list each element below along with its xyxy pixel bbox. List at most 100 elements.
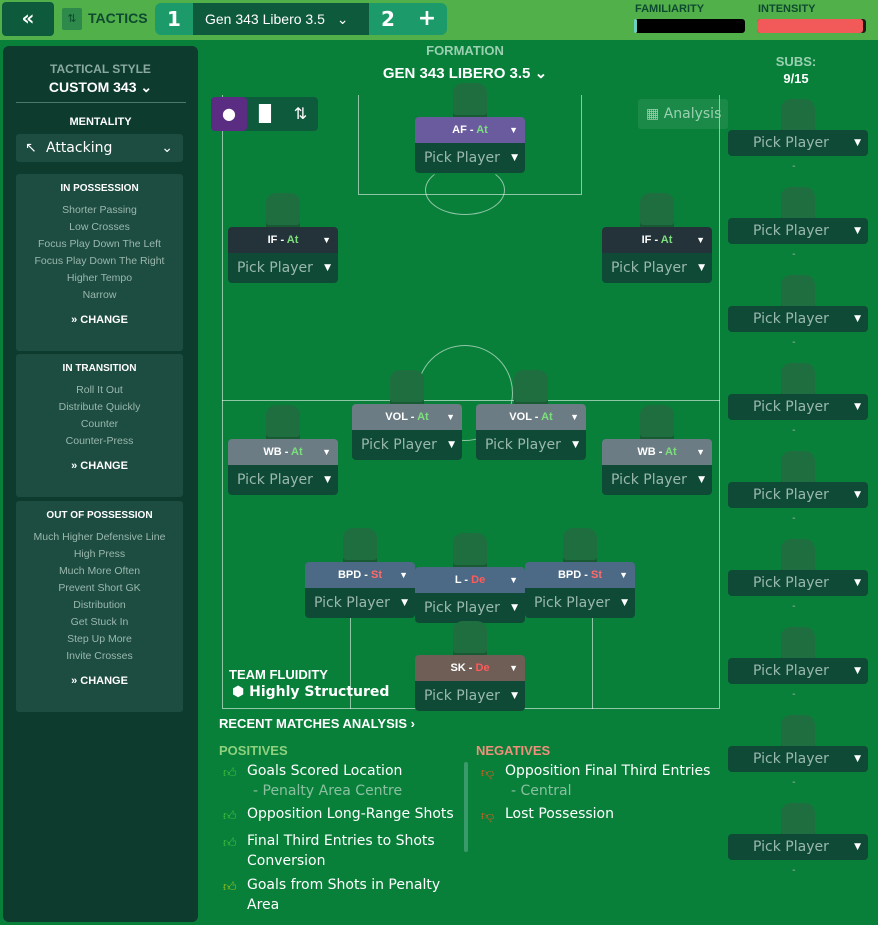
divider — [16, 102, 186, 103]
mentality-label: MENTALITY — [69, 116, 132, 128]
pick-player-select[interactable]: Pick Player ▼ — [415, 681, 525, 711]
tab-tactic-2[interactable]: 2 — [381, 7, 395, 31]
tactical-style-select[interactable]: CUSTOM 343 ⌄ — [48, 79, 153, 95]
sub-pick-player-select[interactable]: Pick Player ▼ — [728, 834, 868, 860]
thumbs-up-icon: 👍︎ — [223, 809, 237, 824]
separator: - — [655, 446, 666, 458]
role-select[interactable]: AF - At ▼ — [415, 117, 525, 143]
separator: - — [461, 574, 472, 586]
player-view-button[interactable]: ● — [211, 97, 247, 131]
instruction-item: Invite Crosses — [66, 650, 133, 662]
pick-player-select[interactable]: Pick Player ▼ — [305, 588, 415, 618]
pick-player-label: Pick Player — [753, 839, 829, 855]
caret-down-icon: ▼ — [511, 691, 518, 701]
instruction-item: High Press — [73, 548, 126, 560]
instruction-item: Higher Tempo — [66, 272, 133, 284]
role-name: BPD — [337, 569, 362, 581]
sub-empty-dash: - — [792, 601, 796, 612]
role-select[interactable]: VOL - At ▼ — [476, 404, 586, 430]
sub-pick-player-select[interactable]: Pick Player ▼ — [728, 394, 868, 420]
player-slot-l: L - De ▼ Pick Player ▼ — [415, 567, 525, 623]
tactic-select[interactable]: Gen 343 Libero 3.5 ⌄ — [193, 3, 369, 35]
duty: At — [660, 234, 673, 246]
instruction-item: Shorter Passing — [62, 204, 137, 216]
scrollbar[interactable] — [464, 762, 468, 852]
pick-player-select[interactable]: Pick Player ▼ — [228, 465, 338, 495]
familiarity-bar[interactable] — [634, 19, 745, 33]
change-button[interactable]: » CHANGE — [16, 460, 183, 472]
caret-down-icon: ▼ — [448, 440, 455, 450]
duty: At — [417, 411, 429, 423]
chevrons-right-icon: » — [71, 675, 81, 687]
caret-down-icon: ▼ — [698, 475, 705, 485]
positives-label: POSITIVES — [219, 743, 288, 758]
caret-down-icon: ▼ — [854, 314, 861, 324]
change-button[interactable]: » CHANGE — [16, 675, 183, 687]
separator: - — [581, 569, 591, 581]
sub-pick-player-select[interactable]: Pick Player ▼ — [728, 218, 868, 244]
change-button[interactable]: » CHANGE — [16, 314, 183, 326]
tab-tactic-1[interactable]: 1 — [167, 7, 181, 31]
back-button[interactable]: « — [2, 2, 54, 36]
player-shirt-icon — [563, 528, 597, 566]
instruction-item: Narrow — [82, 289, 117, 301]
pick-player-select[interactable]: Pick Player ▼ — [415, 593, 525, 623]
instruction-item: Get Stuck In — [70, 616, 129, 628]
pick-player-label: Pick Player — [753, 751, 829, 767]
chevrons-right-icon: » — [71, 314, 81, 326]
role-select[interactable]: L - De ▼ — [415, 567, 525, 593]
bar-chart-icon: ▐▌ — [252, 104, 278, 123]
pick-player-select[interactable]: Pick Player ▼ — [602, 253, 712, 283]
pick-player-label: Pick Player — [361, 437, 437, 453]
sub-pick-player-select[interactable]: Pick Player ▼ — [728, 482, 868, 508]
stats-view-button[interactable]: ▐▌ — [247, 97, 283, 131]
role-select[interactable]: IF - At ▼ — [602, 227, 712, 253]
sub-pick-player-select[interactable]: Pick Player ▼ — [728, 130, 868, 156]
caret-down-icon: ▼ — [619, 570, 628, 580]
formation-select[interactable]: GEN 343 LIBERO 3.5 ⌄ — [382, 65, 548, 82]
caret-down-icon: ▼ — [698, 263, 705, 273]
instruction-list: Much Higher Defensive Line High Press Much… — [16, 529, 183, 665]
sub-pick-player-select[interactable]: Pick Player ▼ — [728, 746, 868, 772]
duty: At — [291, 446, 303, 458]
add-tactic-button[interactable]: + — [417, 6, 437, 31]
box-title: IN POSSESSION — [60, 183, 139, 194]
pick-player-select[interactable]: Pick Player ▼ — [602, 465, 712, 495]
caret-down-icon: ▼ — [570, 412, 579, 422]
tactic-box-1: IN TRANSITION Roll It Out Distribute Quick… — [16, 354, 183, 497]
sub-pick-player-select[interactable]: Pick Player ▼ — [728, 306, 868, 332]
player-slot-vol: VOL - At ▼ Pick Player ▼ — [476, 404, 586, 460]
role-select[interactable]: WB - At ▼ — [602, 439, 712, 465]
team-fluidity-label: TEAM FLUIDITY — [229, 667, 328, 682]
role-select[interactable]: IF - At ▼ — [228, 227, 338, 253]
intensity-bar[interactable] — [757, 19, 866, 33]
recent-matches-analysis-link[interactable]: RECENT MATCHES ANALYSIS › — [219, 716, 415, 731]
analysis-button[interactable]: ▦ Analysis — [638, 99, 728, 129]
instruction-item: Counter — [80, 418, 119, 430]
role-select[interactable]: WB - At ▼ — [228, 439, 338, 465]
pick-player-select[interactable]: Pick Player ▼ — [415, 143, 525, 173]
box-title: OUT OF POSSESSION — [46, 510, 153, 521]
pick-player-label: Pick Player — [753, 487, 829, 503]
role-select[interactable]: BPD - St ▼ — [305, 562, 415, 588]
sub-pick-player-select[interactable]: Pick Player ▼ — [728, 570, 868, 596]
sub-pick-player-select[interactable]: Pick Player ▼ — [728, 658, 868, 684]
positive-text: Goals from Shots in Penalty Area — [247, 877, 441, 913]
pick-player-select[interactable]: Pick Player ▼ — [525, 588, 635, 618]
pick-player-label: Pick Player — [753, 311, 829, 327]
caret-down-icon: ▼ — [854, 402, 861, 412]
thumbs-down-icon: 👎︎ — [481, 766, 495, 781]
subs-label: SUBS: — [775, 54, 817, 69]
tactic-view-button[interactable]: ⇅ — [283, 97, 318, 131]
player-slot-sk: SK - De ▼ Pick Player ▼ — [415, 655, 525, 711]
mentality-select[interactable]: ↖ Attacking ⌄ — [16, 134, 183, 162]
pick-player-select[interactable]: Pick Player ▼ — [476, 430, 586, 460]
pick-player-select[interactable]: Pick Player ▼ — [352, 430, 462, 460]
intensity-label: INTENSITY — [758, 3, 816, 15]
player-shirt-icon — [453, 533, 487, 571]
pick-player-select[interactable]: Pick Player ▼ — [228, 253, 338, 283]
role-select[interactable]: SK - De ▼ — [415, 655, 525, 681]
role-select[interactable]: VOL - At ▼ — [352, 404, 462, 430]
role-select[interactable]: BPD - St ▼ — [525, 562, 635, 588]
caret-down-icon: ▼ — [696, 447, 705, 457]
